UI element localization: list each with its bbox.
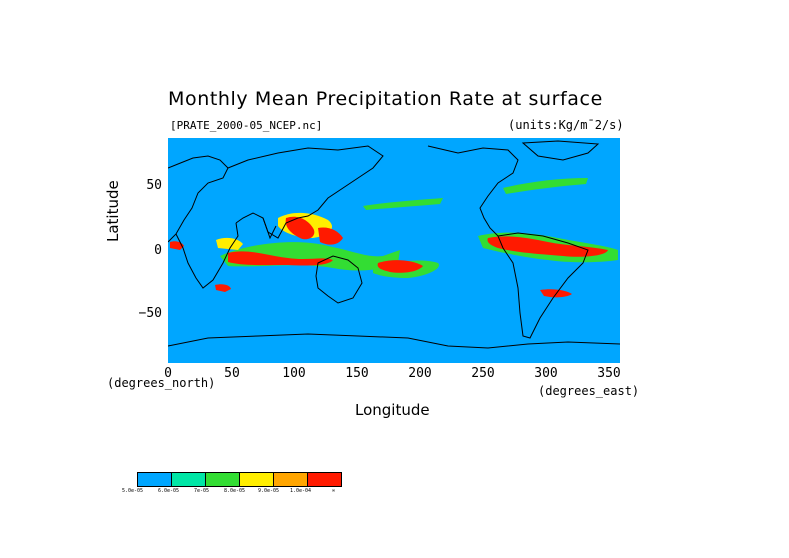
file-name-label: [PRATE_2000-05_NCEP.nc] [170, 119, 323, 132]
x-tick-label: 300 [534, 366, 558, 381]
x-tick-label: 250 [471, 366, 495, 381]
x-axis-label: Longitude [355, 401, 430, 419]
x-tick-label: 100 [282, 366, 306, 381]
legend-label: 7e-05 [194, 488, 210, 494]
coastlines [168, 140, 620, 349]
color-legend [137, 472, 342, 487]
legend-swatch [308, 473, 341, 486]
precipitation-fields [170, 178, 618, 298]
precip-field-north-pacific [363, 198, 443, 210]
legend-swatch [172, 473, 206, 486]
precip-field-south-america [487, 236, 608, 257]
x-unit-label: (degrees_east) [538, 384, 640, 398]
coastline-africa-europe [168, 155, 229, 243]
legend-swatch [206, 473, 240, 486]
precipitation-map [168, 138, 620, 363]
precip-field-spcz [377, 260, 423, 273]
y-tick-label: −50 [138, 306, 162, 321]
precip-field-madagascar [215, 284, 231, 292]
coastline-india [262, 217, 277, 240]
precip-field-maritime-continent [285, 216, 315, 240]
y-tick-label: 50 [146, 178, 162, 193]
map-title: Monthly Mean Precipitation Rate at surfa… [168, 88, 603, 110]
units-label: (units:Kg/m¯2/s) [508, 118, 624, 132]
legend-label: 1.0e-04 [290, 488, 312, 494]
x-tick-label: 0 [164, 366, 172, 381]
x-tick-label: 150 [345, 366, 369, 381]
y-tick-label: 0 [154, 243, 162, 258]
legend-label: 8.0e-05 [224, 488, 246, 494]
legend-swatch [240, 473, 274, 486]
y-unit-label: (degrees_north) [107, 376, 216, 390]
legend-label: ∞ [332, 488, 336, 494]
coastline-australia [315, 255, 363, 304]
precip-field-north-atlantic [503, 178, 588, 194]
legend-swatch [274, 473, 308, 486]
y-axis-label: Latitude [104, 180, 122, 242]
coastline-south-america [497, 232, 589, 339]
precip-field-west-pacific [318, 227, 343, 245]
legend-label: 5.0e-05 [122, 488, 144, 494]
legend-label: 6.0e-05 [158, 488, 180, 494]
legend-label: 9.0e-05 [258, 488, 280, 494]
coastline-antarctica [168, 333, 620, 349]
legend-swatch [138, 473, 172, 486]
legend-labels: 5.0e-05 6.0e-05 7e-05 8.0e-05 9.0e-05 1.… [120, 488, 360, 498]
coastline-north-america [427, 145, 519, 237]
x-tick-label: 50 [224, 366, 240, 381]
precip-field-indian-ocean [228, 251, 333, 266]
coastline-greenland [521, 140, 600, 161]
coastline-africa [175, 222, 239, 289]
precip-field-africa-halo [216, 237, 243, 250]
x-tick-label: 350 [597, 366, 621, 381]
x-tick-label: 200 [408, 366, 432, 381]
